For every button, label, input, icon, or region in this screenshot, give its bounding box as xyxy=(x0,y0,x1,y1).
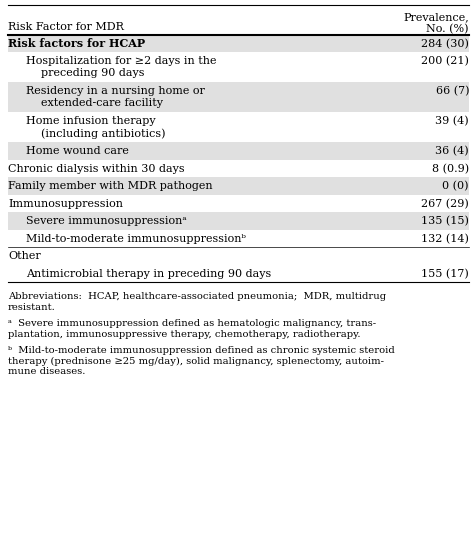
Text: preceding 90 days: preceding 90 days xyxy=(41,68,145,79)
Text: Other: Other xyxy=(8,251,41,261)
Text: 135 (15): 135 (15) xyxy=(421,216,469,226)
Text: Home infusion therapy: Home infusion therapy xyxy=(26,116,155,125)
Text: 36 (4): 36 (4) xyxy=(436,146,469,157)
Text: 0 (0): 0 (0) xyxy=(443,181,469,192)
Bar xyxy=(8,143,469,160)
Text: Antimicrobial therapy in preceding 90 days: Antimicrobial therapy in preceding 90 da… xyxy=(26,269,271,279)
Text: Chronic dialysis within 30 days: Chronic dialysis within 30 days xyxy=(8,164,185,174)
Text: 39 (4): 39 (4) xyxy=(436,116,469,126)
Text: ᵃ  Severe immunosuppression defined as hematologic malignancy, trans-
plantation: ᵃ Severe immunosuppression defined as he… xyxy=(8,320,376,339)
Text: Residency in a nursing home or: Residency in a nursing home or xyxy=(26,86,205,96)
Text: 155 (17): 155 (17) xyxy=(421,268,469,279)
Bar xyxy=(8,213,469,230)
Text: Risk Factor for MDR: Risk Factor for MDR xyxy=(8,23,124,32)
Bar xyxy=(8,35,469,53)
Text: 200 (21): 200 (21) xyxy=(421,55,469,66)
Text: 8 (0.9): 8 (0.9) xyxy=(432,164,469,174)
Text: Family member with MDR pathogen: Family member with MDR pathogen xyxy=(8,181,213,191)
Bar xyxy=(8,178,469,195)
Text: Risk factors for HCAP: Risk factors for HCAP xyxy=(8,38,145,49)
Text: Prevalence,: Prevalence, xyxy=(403,12,469,22)
Text: Abbreviations:  HCAP, healthcare-associated pneumonia;  MDR, multidrug
resistant: Abbreviations: HCAP, healthcare-associat… xyxy=(8,293,386,312)
Text: Mild-to-moderate immunosuppressionᵇ: Mild-to-moderate immunosuppressionᵇ xyxy=(26,233,246,244)
Bar xyxy=(8,82,469,112)
Text: extended-care facility: extended-care facility xyxy=(41,98,163,109)
Text: Immunosuppression: Immunosuppression xyxy=(8,199,123,209)
Text: (including antibiotics): (including antibiotics) xyxy=(41,128,165,139)
Text: 284 (30): 284 (30) xyxy=(421,39,469,49)
Text: Hospitalization for ≥2 days in the: Hospitalization for ≥2 days in the xyxy=(26,55,217,66)
Text: 66 (7): 66 (7) xyxy=(436,86,469,96)
Text: No. (%): No. (%) xyxy=(427,24,469,34)
Text: Home wound care: Home wound care xyxy=(26,146,129,156)
Text: 267 (29): 267 (29) xyxy=(421,199,469,209)
Text: Severe immunosuppressionᵃ: Severe immunosuppressionᵃ xyxy=(26,216,187,226)
Text: ᵇ  Mild-to-moderate immunosuppression defined as chronic systemic steroid
therap: ᵇ Mild-to-moderate immunosuppression def… xyxy=(8,346,395,377)
Text: 132 (14): 132 (14) xyxy=(421,233,469,244)
